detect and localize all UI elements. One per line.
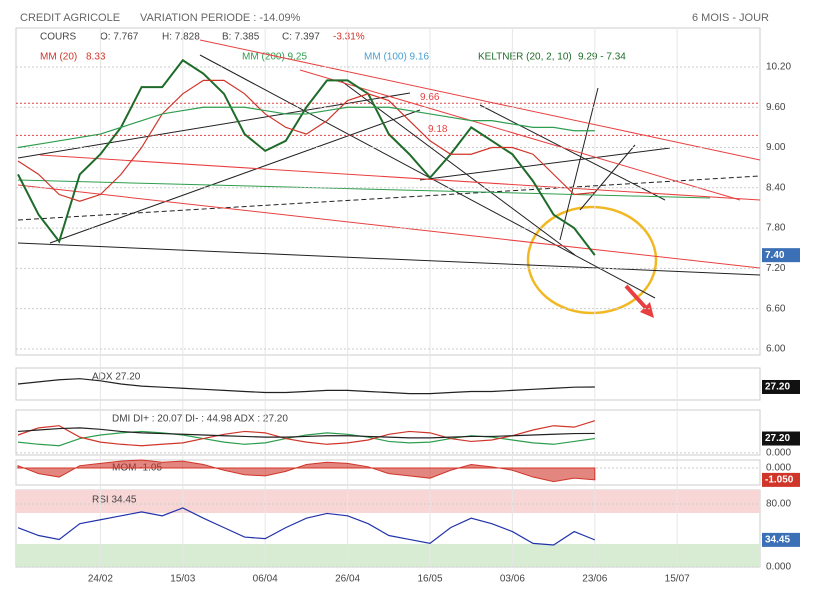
trend-line (479, 104, 666, 201)
y-tick-label: 9.00 (766, 142, 786, 153)
y-tick-label: 0.000 (766, 447, 791, 458)
value-badge-label: 27.20 (765, 382, 790, 393)
rsi-oversold-band (16, 544, 760, 567)
trend-line (17, 184, 761, 269)
y-tick-label: 80.00 (766, 499, 791, 510)
value-badge-label: 34.45 (765, 535, 790, 546)
legend-change: -3.31% (333, 32, 365, 43)
x-tick-label: 24/02 (88, 574, 113, 585)
trend-line (39, 154, 761, 201)
x-tick-label: 03/06 (500, 574, 525, 585)
legend-mm200: MM (200) 9.25 (242, 52, 307, 63)
legend-close: C: 7.397 (282, 32, 320, 43)
y-tick-label: 0.000 (766, 463, 791, 474)
x-tick-label: 06/04 (253, 574, 278, 585)
arrow-shaft (624, 284, 648, 310)
x-tick-label: 16/05 (417, 574, 442, 585)
x-tick-label: 15/03 (170, 574, 195, 585)
value-badge (762, 532, 800, 547)
y-tick-label: 10.20 (766, 62, 791, 73)
variation: VARIATION PERIODE : -14.09% (140, 12, 301, 24)
highlight-circle (526, 205, 658, 315)
trend-line (559, 87, 599, 241)
trend-line (339, 79, 576, 256)
y-tick-label: 6.00 (766, 344, 786, 355)
trend-line (49, 109, 421, 244)
series-line (17, 58, 596, 256)
panel-title: RSI 34.45 (92, 495, 137, 506)
y-tick-label: 9.60 (766, 102, 786, 113)
adx-panel (15, 367, 761, 401)
legend-mm20: MM (20) (40, 52, 77, 63)
period: 6 MOIS - JOUR (692, 12, 769, 24)
legend-open: O: 7.767 (100, 32, 139, 43)
title: CREDIT AGRICOLE (20, 12, 120, 24)
trend-line (199, 54, 656, 299)
value-badge (762, 431, 800, 446)
trend-line (17, 242, 761, 276)
value-badge-label: 27.20 (765, 433, 790, 444)
panel-title: DMI DI+ : 20.07 DI- : 44.98 ADX : 27.20 (112, 414, 288, 425)
level-label: 9.66 (420, 92, 440, 103)
legend-cours: COURS (40, 32, 76, 43)
rsi-overbought-band (16, 490, 760, 513)
trend-line (17, 175, 761, 221)
legend-mm20-value: 8.33 (86, 52, 106, 63)
value-badge (762, 248, 800, 263)
level-label: 9.18 (428, 124, 448, 135)
y-tick-label: 7.20 (766, 263, 786, 274)
series-line (17, 106, 595, 149)
value-badge-label: -1.050 (765, 475, 794, 486)
value-badge (762, 472, 800, 487)
series-line (17, 427, 595, 439)
y-tick-label: 6.60 (766, 303, 786, 314)
y-tick-label: 0.000 (766, 562, 791, 573)
series-line (17, 378, 595, 395)
series-line (17, 79, 595, 202)
y-tick-label: 7.80 (766, 223, 786, 234)
series-line (17, 507, 596, 546)
main-panel (15, 27, 761, 356)
legend-low: B: 7.385 (222, 32, 260, 43)
area (17, 459, 596, 483)
series-line (17, 420, 595, 447)
y-tick-label: 8.40 (766, 182, 786, 193)
trend-line (579, 144, 636, 211)
trend-line (199, 39, 761, 161)
trend-line (17, 179, 711, 199)
legend-keltner-value: 9.29 - 7.34 (578, 52, 626, 63)
legend-keltner: KELTNER (20, 2, 10) (478, 52, 572, 63)
trend-lines (17, 39, 761, 299)
value-badge (762, 379, 800, 394)
x-tick-label: 26/04 (335, 574, 360, 585)
x-tick-label: 23/06 (582, 574, 607, 585)
arrow-head (640, 302, 654, 318)
legend-mm100: MM (100) 9.16 (364, 52, 429, 63)
legend-high: H: 7.828 (162, 32, 200, 43)
x-tick-label: 15/07 (665, 574, 690, 585)
panel-title: ADX 27.20 (92, 372, 141, 383)
value-badge-label: 7.40 (765, 250, 785, 261)
